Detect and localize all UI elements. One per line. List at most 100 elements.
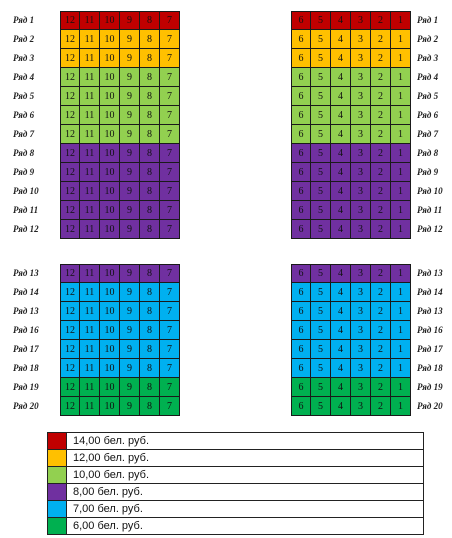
seat[interactable]: 12 [60, 106, 80, 125]
seat[interactable]: 6 [291, 125, 311, 144]
seat[interactable]: 12 [60, 68, 80, 87]
seat[interactable]: 11 [80, 49, 100, 68]
seat[interactable]: 5 [311, 359, 331, 378]
seat[interactable]: 9 [120, 30, 140, 49]
seat[interactable]: 8 [140, 144, 160, 163]
seat[interactable]: 8 [140, 87, 160, 106]
seat[interactable]: 1 [391, 144, 411, 163]
seat[interactable]: 11 [80, 378, 100, 397]
seat[interactable]: 9 [120, 283, 140, 302]
seat[interactable]: 5 [311, 397, 331, 416]
seat[interactable]: 9 [120, 11, 140, 30]
seat[interactable]: 3 [351, 283, 371, 302]
seat[interactable]: 11 [80, 283, 100, 302]
seat[interactable]: 4 [331, 201, 351, 220]
seat[interactable]: 5 [311, 11, 331, 30]
seat[interactable]: 3 [351, 87, 371, 106]
seat[interactable]: 10 [100, 125, 120, 144]
seat[interactable]: 5 [311, 264, 331, 283]
seat[interactable]: 6 [291, 264, 311, 283]
seat[interactable]: 1 [391, 68, 411, 87]
seat[interactable]: 8 [140, 264, 160, 283]
seat[interactable]: 3 [351, 302, 371, 321]
seat[interactable]: 9 [120, 201, 140, 220]
seat[interactable]: 9 [120, 302, 140, 321]
seat[interactable]: 5 [311, 49, 331, 68]
seat[interactable]: 4 [331, 11, 351, 30]
seat[interactable]: 6 [291, 201, 311, 220]
seat[interactable]: 10 [100, 30, 120, 49]
seat[interactable]: 8 [140, 283, 160, 302]
seat[interactable]: 11 [80, 106, 100, 125]
seat[interactable]: 1 [391, 397, 411, 416]
seat[interactable]: 4 [331, 302, 351, 321]
seat[interactable]: 4 [331, 87, 351, 106]
seat[interactable]: 5 [311, 182, 331, 201]
seat[interactable]: 5 [311, 125, 331, 144]
seat[interactable]: 5 [311, 201, 331, 220]
seat[interactable]: 12 [60, 201, 80, 220]
seat[interactable]: 6 [291, 283, 311, 302]
seat[interactable]: 10 [100, 321, 120, 340]
seat[interactable]: 1 [391, 201, 411, 220]
seat[interactable]: 10 [100, 340, 120, 359]
seat[interactable]: 8 [140, 30, 160, 49]
seat[interactable]: 3 [351, 182, 371, 201]
seat[interactable]: 6 [291, 340, 311, 359]
seat[interactable]: 9 [120, 378, 140, 397]
seat[interactable]: 2 [371, 87, 391, 106]
seat[interactable]: 12 [60, 144, 80, 163]
seat[interactable]: 8 [140, 163, 160, 182]
seat[interactable]: 7 [160, 264, 180, 283]
seat[interactable]: 8 [140, 397, 160, 416]
seat[interactable]: 2 [371, 321, 391, 340]
seat[interactable]: 4 [331, 283, 351, 302]
seat[interactable]: 6 [291, 87, 311, 106]
seat[interactable]: 3 [351, 397, 371, 416]
seat[interactable]: 4 [331, 182, 351, 201]
seat[interactable]: 7 [160, 359, 180, 378]
seat[interactable]: 12 [60, 182, 80, 201]
seat[interactable]: 3 [351, 378, 371, 397]
seat[interactable]: 1 [391, 359, 411, 378]
seat[interactable]: 2 [371, 378, 391, 397]
seat[interactable]: 3 [351, 359, 371, 378]
seat[interactable]: 5 [311, 321, 331, 340]
seat[interactable]: 9 [120, 182, 140, 201]
seat[interactable]: 2 [371, 144, 391, 163]
seat[interactable]: 6 [291, 11, 311, 30]
seat[interactable]: 11 [80, 163, 100, 182]
seat[interactable]: 3 [351, 68, 371, 87]
seat[interactable]: 11 [80, 11, 100, 30]
seat[interactable]: 11 [80, 321, 100, 340]
seat[interactable]: 4 [331, 68, 351, 87]
seat[interactable]: 7 [160, 302, 180, 321]
seat[interactable]: 1 [391, 125, 411, 144]
seat[interactable]: 10 [100, 87, 120, 106]
seat[interactable]: 3 [351, 144, 371, 163]
seat[interactable]: 3 [351, 340, 371, 359]
seat[interactable]: 10 [100, 201, 120, 220]
seat[interactable]: 4 [331, 397, 351, 416]
seat[interactable]: 4 [331, 220, 351, 239]
seat[interactable]: 12 [60, 125, 80, 144]
seat[interactable]: 3 [351, 321, 371, 340]
seat[interactable]: 7 [160, 201, 180, 220]
seat[interactable]: 8 [140, 11, 160, 30]
seat[interactable]: 8 [140, 49, 160, 68]
seat[interactable]: 12 [60, 49, 80, 68]
seat[interactable]: 2 [371, 163, 391, 182]
seat[interactable]: 2 [371, 106, 391, 125]
seat[interactable]: 10 [100, 378, 120, 397]
seat[interactable]: 9 [120, 397, 140, 416]
seat[interactable]: 12 [60, 30, 80, 49]
seat[interactable]: 1 [391, 106, 411, 125]
seat[interactable]: 1 [391, 340, 411, 359]
seat[interactable]: 4 [331, 106, 351, 125]
seat[interactable]: 4 [331, 264, 351, 283]
seat[interactable]: 1 [391, 49, 411, 68]
seat[interactable]: 2 [371, 264, 391, 283]
seat[interactable]: 1 [391, 11, 411, 30]
seat[interactable]: 7 [160, 49, 180, 68]
seat[interactable]: 10 [100, 359, 120, 378]
